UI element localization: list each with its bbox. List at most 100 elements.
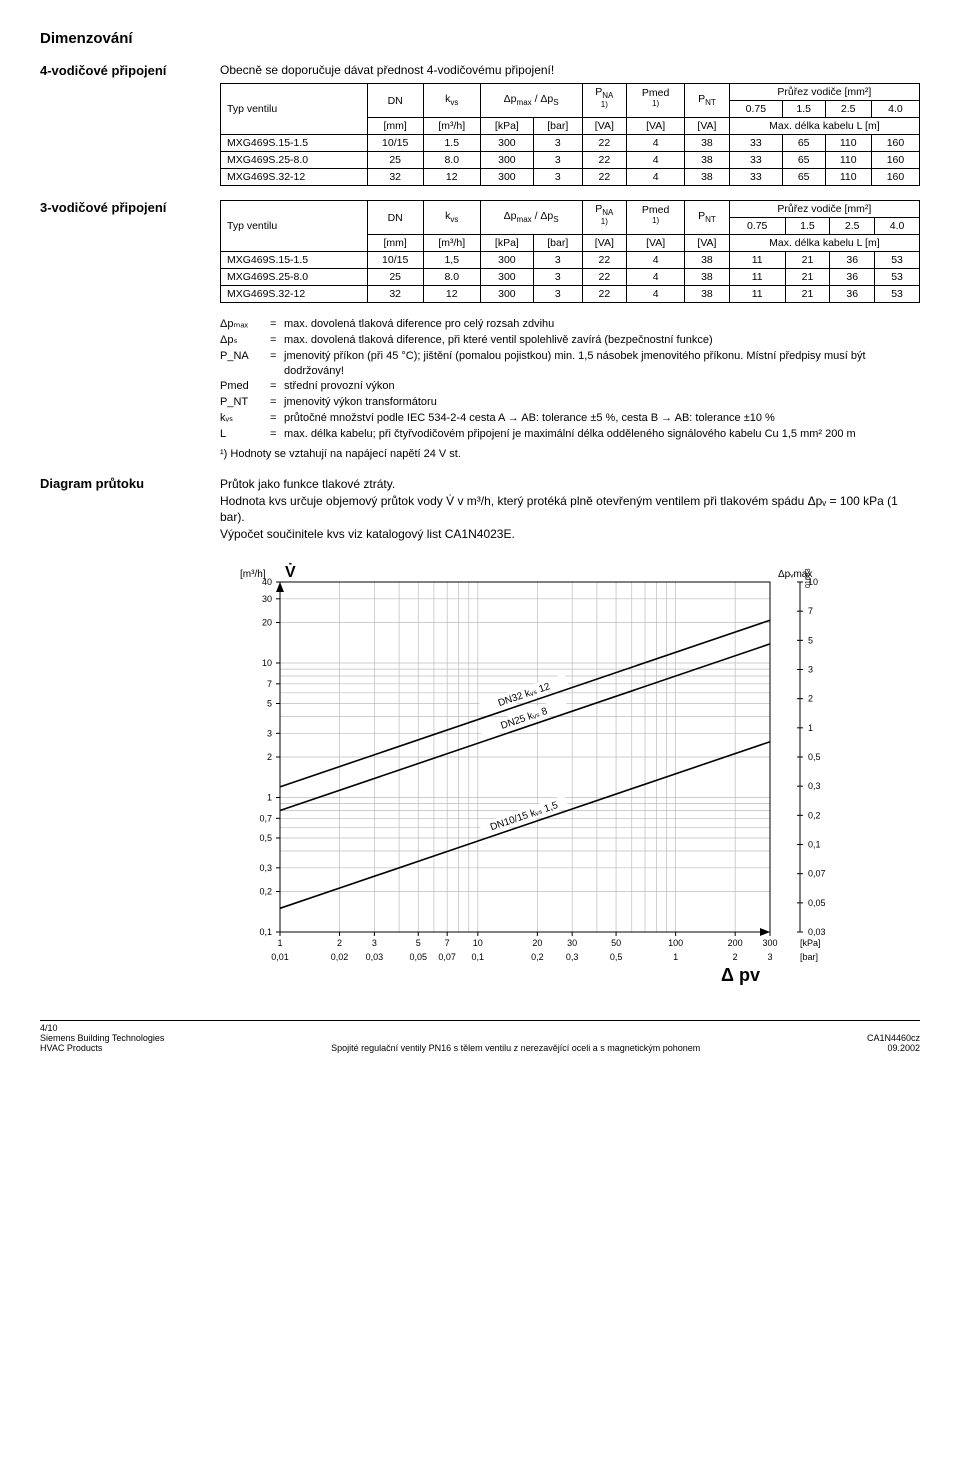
- svg-text:0,7: 0,7: [259, 813, 272, 823]
- definitions-block: Δpₘₐₓ=max. dovolená tlaková diference pr…: [220, 317, 920, 442]
- table-cell: 300: [480, 269, 533, 286]
- svg-text:[m³/h]: [m³/h]: [240, 569, 266, 580]
- table-cell: 32: [367, 286, 423, 303]
- table-cell: 38: [685, 152, 730, 169]
- svg-text:[bar]: [bar]: [800, 952, 818, 962]
- page-title: Dimenzování: [40, 30, 920, 47]
- table-cell: 4: [627, 269, 685, 286]
- svg-text:0,05: 0,05: [409, 952, 427, 962]
- svg-text:100: 100: [668, 938, 683, 948]
- svg-text:300: 300: [762, 938, 777, 948]
- table-cell: 25: [367, 269, 423, 286]
- table-cell: 4: [627, 135, 685, 152]
- table-cell: 8.0: [423, 152, 480, 169]
- svg-text:200: 200: [728, 938, 743, 948]
- diagram-label: Diagram průtoku: [40, 476, 200, 543]
- table-cell: 36: [830, 252, 875, 269]
- svg-text:10: 10: [473, 938, 483, 948]
- table-cell: 21: [785, 286, 830, 303]
- svg-text:0,3: 0,3: [259, 863, 272, 873]
- svg-text:0,07: 0,07: [808, 869, 826, 879]
- svg-text:10: 10: [262, 658, 272, 668]
- table-cell: 3: [533, 286, 582, 303]
- table-cell: 21: [785, 269, 830, 286]
- table-cell: 3: [533, 252, 582, 269]
- svg-text:2: 2: [808, 694, 813, 704]
- table-cell: 22: [582, 135, 627, 152]
- svg-text:0,1: 0,1: [808, 839, 821, 849]
- footer-page: 4/10: [40, 1023, 164, 1033]
- svg-text:0,07: 0,07: [438, 952, 456, 962]
- diagram-p3: Výpočet součinitele kvs viz katalogový l…: [220, 526, 920, 543]
- table-cell: 38: [685, 135, 730, 152]
- table-cell: 32: [367, 169, 423, 186]
- footnote: ¹) Hodnoty se vztahují na napájecí napět…: [220, 448, 920, 460]
- table-cell: 53: [875, 252, 920, 269]
- svg-text:0,1: 0,1: [472, 952, 485, 962]
- svg-text:2: 2: [337, 938, 342, 948]
- table-cell: 300: [480, 152, 533, 169]
- table-cell: 300: [480, 135, 533, 152]
- flow-chart: 0,10,20,30,50,71235710203040123571020305…: [220, 557, 920, 990]
- table-cell: 38: [685, 169, 730, 186]
- svg-text:1: 1: [808, 723, 813, 733]
- table-3wire: Typ ventilu DN kvs Δpmax / ΔpS PNA1) Pme…: [220, 200, 920, 303]
- svg-text:[kPa]: [kPa]: [800, 938, 821, 948]
- table-cell: 11: [729, 269, 785, 286]
- table-cell: 65: [782, 169, 825, 186]
- table-cell: 65: [782, 135, 825, 152]
- svg-text:0,3: 0,3: [566, 952, 579, 962]
- table-cell: 160: [871, 169, 919, 186]
- table-cell: 10/15: [367, 252, 423, 269]
- svg-text:0,01: 0,01: [271, 952, 289, 962]
- svg-text:V̇: V̇: [285, 563, 296, 581]
- svg-text:7: 7: [808, 606, 813, 616]
- footer-left1: Siemens Building Technologies: [40, 1033, 164, 1043]
- table-cell: 110: [825, 135, 871, 152]
- footer-right2: 09.2002: [867, 1043, 920, 1053]
- table-cell: MXG469S.32-12: [221, 286, 368, 303]
- svg-text:2: 2: [267, 752, 272, 762]
- svg-text:3: 3: [767, 952, 772, 962]
- table-cell: 21: [785, 252, 830, 269]
- svg-text:0,5: 0,5: [808, 752, 821, 762]
- table-cell: 38: [685, 252, 730, 269]
- table-cell: 33: [729, 169, 782, 186]
- table-cell: 33: [729, 152, 782, 169]
- svg-text:5: 5: [416, 938, 421, 948]
- svg-text:20: 20: [532, 938, 542, 948]
- table-cell: MXG469S.32-12: [221, 169, 368, 186]
- footer-center: Spojité regulační ventily PN16 s tělem v…: [331, 1043, 700, 1053]
- table-cell: 22: [582, 152, 627, 169]
- svg-text:0,2: 0,2: [531, 952, 544, 962]
- footer-left2: HVAC Products: [40, 1043, 164, 1053]
- table-cell: 36: [830, 286, 875, 303]
- svg-text:20: 20: [262, 617, 272, 627]
- svg-text:3: 3: [267, 728, 272, 738]
- table-cell: 8.0: [423, 269, 480, 286]
- svg-text:1: 1: [673, 952, 678, 962]
- table-cell: 53: [875, 286, 920, 303]
- section-4wire-label: 4-vodičové připojení: [40, 63, 200, 186]
- table-cell: 65: [782, 152, 825, 169]
- svg-text:Δ pv: Δ pv: [721, 965, 760, 985]
- table-cell: 300: [480, 169, 533, 186]
- table-cell: 3: [533, 169, 582, 186]
- table-cell: 3: [533, 135, 582, 152]
- svg-text:5: 5: [808, 635, 813, 645]
- diagram-p1: Průtok jako funkce tlakové ztráty.: [220, 476, 920, 493]
- table-cell: MXG469S.15-1.5: [221, 252, 368, 269]
- table-cell: 1.5: [423, 135, 480, 152]
- table-cell: 1,5: [423, 252, 480, 269]
- table-cell: 300: [480, 252, 533, 269]
- table-cell: 4: [627, 152, 685, 169]
- table-cell: 3: [533, 152, 582, 169]
- svg-text:0,2: 0,2: [808, 810, 821, 820]
- table-cell: 22: [582, 252, 627, 269]
- svg-text:0,02: 0,02: [331, 952, 349, 962]
- table-cell: 25: [367, 152, 423, 169]
- table-cell: 110: [825, 169, 871, 186]
- svg-text:7: 7: [445, 938, 450, 948]
- table-cell: 3: [533, 269, 582, 286]
- svg-text:1: 1: [277, 938, 282, 948]
